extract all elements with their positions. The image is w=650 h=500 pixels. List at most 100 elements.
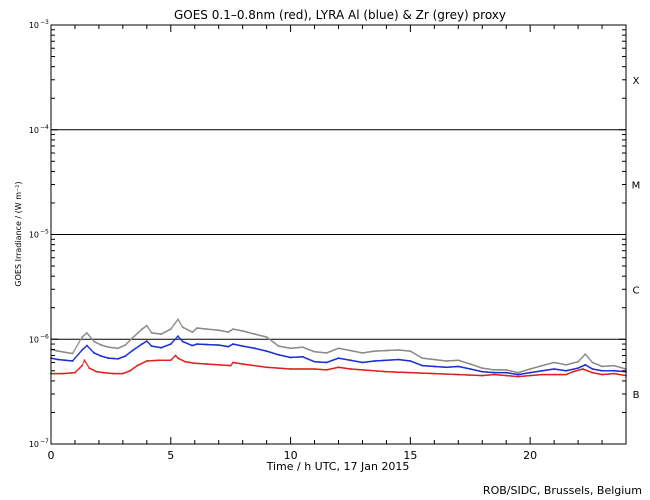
trace-dot (623, 367, 625, 370)
trace-dot (250, 364, 252, 366)
trace-dot (200, 327, 203, 330)
trace-dot (383, 370, 385, 373)
trace-dot (537, 365, 540, 368)
trace-dot (450, 373, 453, 376)
trace-dot (526, 375, 528, 377)
trace-dot (367, 351, 369, 353)
trace-dot (274, 343, 277, 345)
trace-dot (96, 342, 98, 344)
trace-dot (62, 359, 65, 361)
trace-dot (169, 328, 171, 331)
trace-dot (120, 346, 122, 348)
trace-dot (77, 343, 79, 346)
trace-dot (81, 365, 83, 367)
trace-dot (426, 372, 429, 375)
trace-dot (201, 363, 203, 365)
trace-dot (244, 330, 246, 333)
trace-dot (314, 351, 316, 353)
trace-dot (203, 343, 205, 346)
trace-dot (209, 328, 211, 331)
trace-dot (423, 357, 425, 360)
trace-dot (136, 365, 138, 367)
trace-dot (151, 345, 154, 347)
trace-dot (74, 356, 77, 359)
trace-dot (567, 369, 570, 371)
trace-dot (231, 343, 233, 346)
trace-dot (281, 354, 284, 357)
trace-dot (143, 326, 145, 329)
trace-dot (139, 344, 141, 347)
trace-dot (176, 356, 178, 358)
trace-dot (501, 374, 504, 376)
trace-dot (149, 343, 151, 345)
trace-dot (83, 359, 86, 362)
trace-dot (447, 366, 450, 368)
trace-dot (550, 373, 552, 376)
trace-dot (116, 358, 118, 360)
trace-dot (474, 369, 476, 371)
trace-dot (480, 366, 482, 369)
trace-dot (364, 369, 367, 371)
trace-dot (257, 334, 260, 336)
trace-dot (364, 369, 366, 371)
trace-dot (295, 356, 297, 358)
trace-dot (105, 345, 107, 348)
trace-dot (69, 372, 72, 374)
trace-dot (498, 369, 500, 371)
trace-dot (480, 374, 483, 377)
trace-dot (163, 359, 165, 361)
trace-dot (438, 359, 440, 361)
trace-dot (417, 354, 419, 357)
trace-dot (129, 339, 131, 342)
trace-dot (116, 347, 118, 349)
trace-dot (598, 373, 600, 375)
trace-dot (521, 373, 523, 375)
trace-dot (408, 360, 410, 362)
trace-dot (282, 355, 284, 357)
trace-dot (442, 373, 445, 375)
trace-dot (328, 368, 331, 370)
trace-dot (209, 343, 211, 346)
trace-dot (567, 372, 570, 375)
trace-dot (97, 343, 100, 345)
trace-dot (80, 350, 82, 353)
trace-dot (496, 369, 498, 371)
trace-dot (291, 347, 293, 349)
trace-dot (620, 374, 622, 376)
trace-dot (112, 372, 114, 375)
trace-dot (387, 349, 389, 352)
trace-dot (126, 353, 129, 356)
trace-dot (94, 370, 97, 372)
trace-dot (406, 371, 409, 374)
trace-dot (343, 358, 346, 360)
trace-dot (371, 350, 373, 353)
trace-dot (223, 330, 225, 332)
trace-dot (260, 335, 263, 337)
trace-dot (623, 374, 626, 377)
trace-dot (378, 359, 381, 362)
trace-dot (579, 369, 581, 371)
trace-dot (408, 350, 411, 352)
trace-dot (348, 359, 350, 361)
trace-dot (427, 372, 430, 375)
trace-dot (418, 363, 421, 366)
trace-dot (591, 371, 593, 374)
trace-dot (122, 372, 125, 375)
trace-dot (119, 357, 122, 359)
trace-dot (396, 371, 398, 373)
trace-dot (412, 372, 415, 374)
trace-dot (189, 330, 191, 332)
trace-dot (102, 356, 105, 358)
trace-dot (267, 366, 269, 369)
trace-dot (447, 366, 449, 368)
trace-dot (218, 344, 221, 346)
trace-dot (450, 360, 452, 362)
trace-dot (319, 361, 321, 363)
trace-dot (103, 345, 106, 347)
trace-dot (504, 374, 506, 377)
trace-dot (247, 331, 250, 334)
trace-dot (486, 374, 488, 376)
trace-dot (470, 368, 472, 370)
trace-dot (370, 360, 373, 363)
trace-dot (530, 368, 532, 370)
